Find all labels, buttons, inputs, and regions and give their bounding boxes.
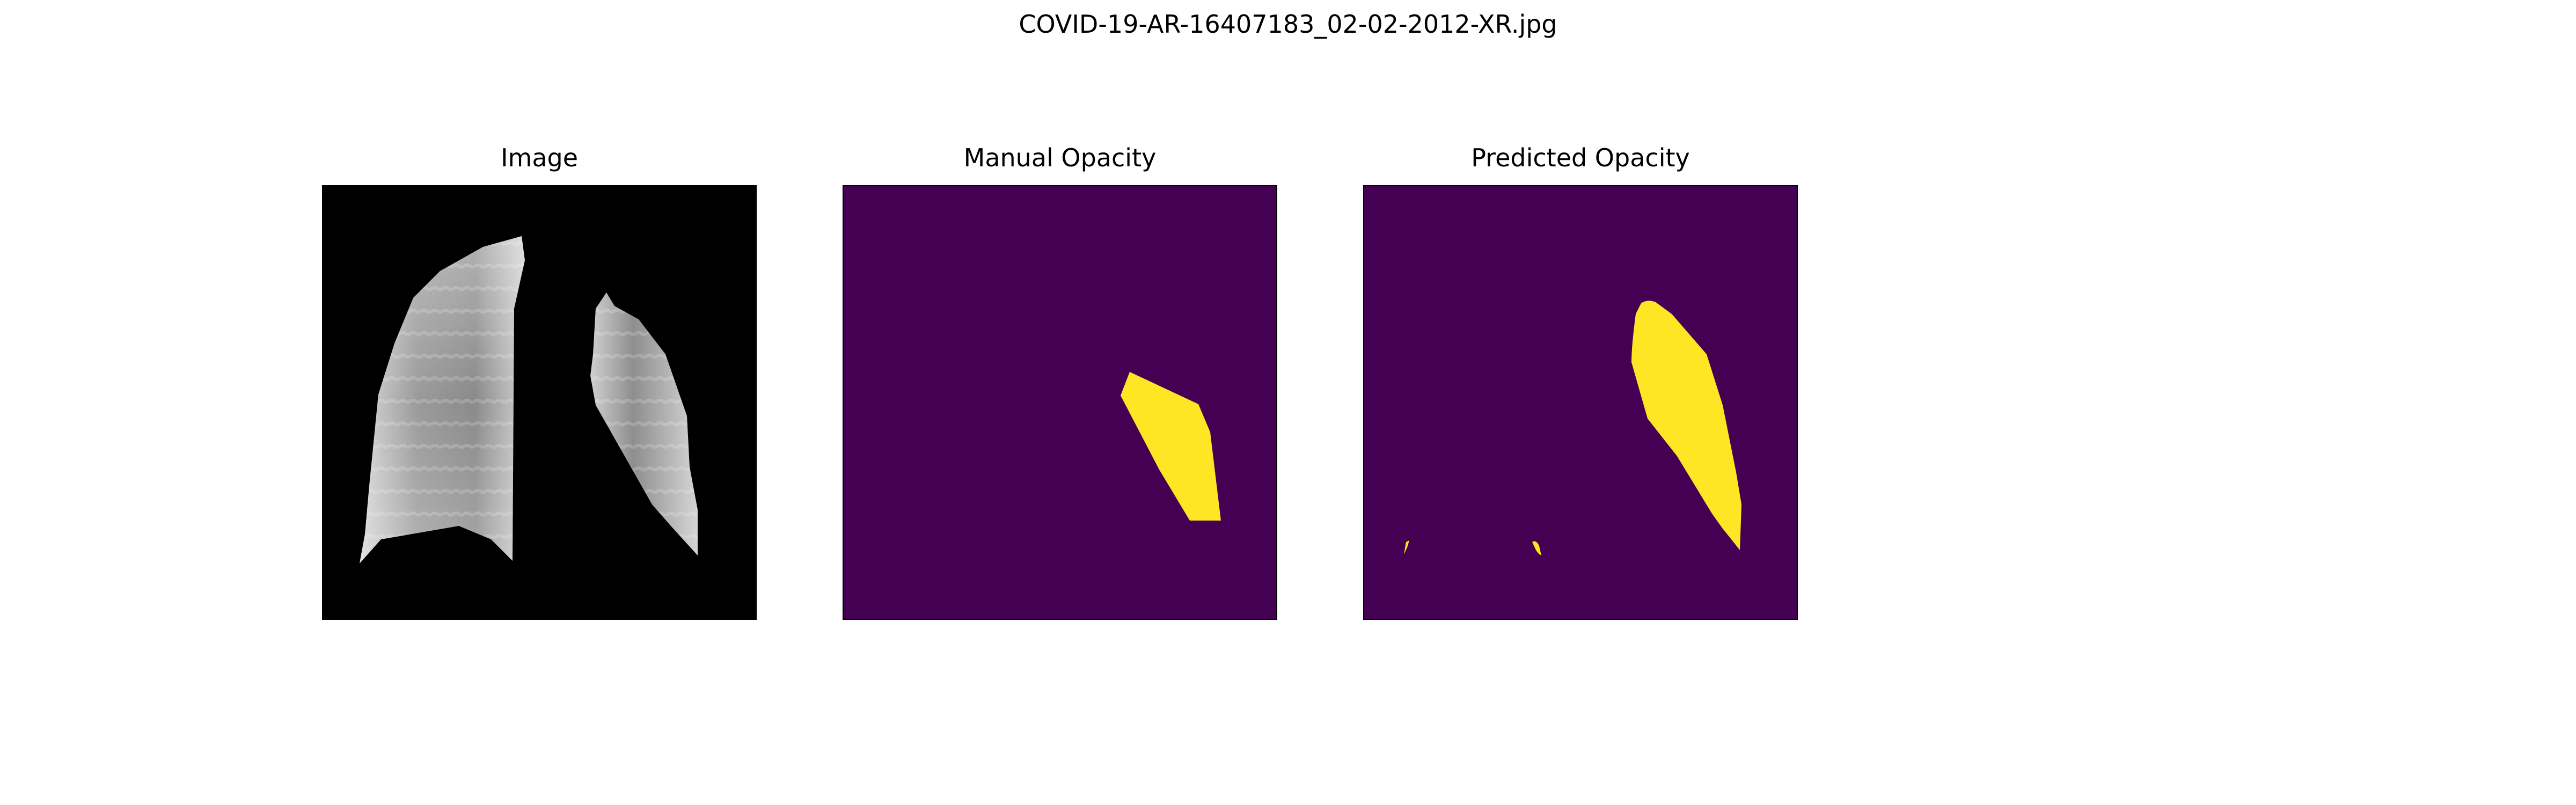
- panel-manual-opacity: Manual Opacity: [843, 143, 1277, 620]
- panel-predicted-opacity: Predicted Opacity: [1363, 143, 1798, 620]
- panel-image: Image: [322, 143, 757, 620]
- panel-title-predicted-opacity: Predicted Opacity: [1471, 143, 1690, 172]
- manual-opacity-mask: [843, 185, 1277, 620]
- predicted-opacity-mask: [1363, 185, 1798, 620]
- xray-image: [322, 185, 757, 620]
- predicted-opacity-region-main: [1631, 301, 1741, 550]
- predicted-opacity-region-small-2: [1404, 540, 1409, 554]
- manual-opacity-region: [1121, 372, 1221, 521]
- figure-title: COVID-19-AR-16407183_02-02-2012-XR.jpg: [1019, 10, 1557, 39]
- panel-title-manual-opacity: Manual Opacity: [963, 143, 1157, 172]
- predicted-opacity-region-small-1: [1532, 541, 1541, 555]
- panel-title-image: Image: [500, 143, 579, 172]
